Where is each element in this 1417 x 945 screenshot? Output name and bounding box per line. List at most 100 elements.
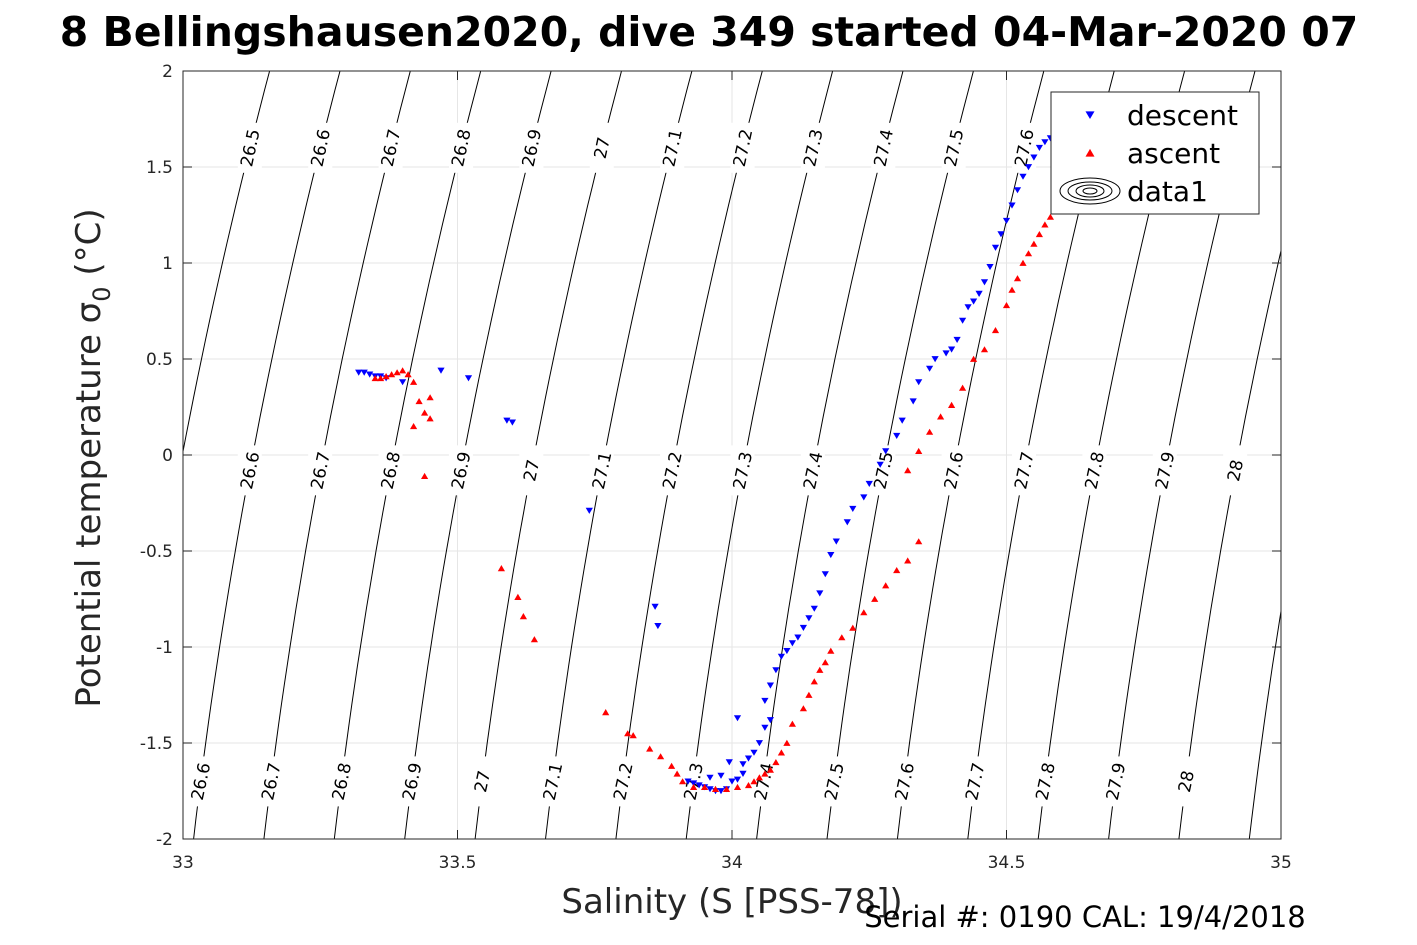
- y-tick-label: -2: [156, 830, 173, 850]
- y-tick-label: -1: [156, 638, 173, 658]
- ascent-point: [382, 373, 390, 380]
- ascent-point: [755, 774, 763, 781]
- legend-label: ascent: [1127, 137, 1220, 170]
- ascent-point: [1035, 231, 1043, 238]
- x-tick-label: 33: [172, 853, 194, 873]
- isopycnal-label-bg: [589, 122, 614, 173]
- descent-point: [915, 379, 923, 386]
- descent-point: [1041, 139, 1049, 146]
- isopycnal-line: [183, 71, 271, 455]
- ascent-point: [821, 659, 829, 666]
- ascent-point: [937, 413, 945, 420]
- descent-point: [980, 279, 989, 286]
- ascent-point: [744, 782, 753, 789]
- descent-point: [733, 776, 742, 783]
- descent-point: [788, 640, 796, 647]
- isopycnal-label-bg: [1152, 445, 1177, 496]
- descent-point: [508, 419, 516, 426]
- x-tick-label: 34: [721, 853, 743, 873]
- descent-point: [690, 780, 698, 787]
- isopycnal-label-bg: [378, 445, 403, 496]
- descent-point: [728, 778, 736, 785]
- isopycnal-label-bg: [1082, 445, 1107, 496]
- ascent-point: [530, 636, 538, 643]
- footer-note: Serial #: 0190 CAL: 19/4/2018: [864, 900, 1306, 934]
- descent-point: [1002, 217, 1011, 224]
- legend-contour-icon: [1075, 184, 1105, 198]
- isopycnal-contours: 26.5 26.6 26.7 26.8 26.9 27 27.1 27.2 27.3 27.4 27…: [183, 71, 1281, 839]
- isopycnal-label-bg: [519, 122, 544, 173]
- ascent-point: [711, 785, 720, 792]
- x-axis-ticks: 33 33.5 34 34.5 35: [172, 71, 1292, 873]
- descent-point: [931, 356, 939, 363]
- isopycnal-label: 28: [1175, 769, 1199, 794]
- ascent-point: [893, 567, 901, 574]
- y-tick-label: 0: [162, 446, 173, 466]
- descent-point: [970, 298, 978, 305]
- descent-point: [810, 605, 818, 612]
- isopycnal-label-bg: [1033, 756, 1058, 807]
- isopycnal-label-bg: [329, 756, 354, 807]
- isopycnal-label-bg: [610, 756, 635, 807]
- ascent-point: [421, 409, 429, 416]
- isopycnal-label-bg: [399, 756, 424, 807]
- isopycnal-label-bg: [449, 122, 474, 173]
- descent-point: [799, 624, 807, 631]
- ascent-point: [497, 565, 505, 572]
- ascent-point: [399, 367, 407, 374]
- legend-descent-marker: [1085, 111, 1095, 119]
- y-axis-ticks: -2 -1.5 -1 -0.5 0 0.5 1 1.5 2: [140, 62, 1281, 850]
- isopycnal-label: 27: [591, 135, 615, 160]
- descent-point: [739, 770, 747, 777]
- ascent-point: [679, 778, 687, 785]
- descent-point: [651, 603, 659, 610]
- descent-point: [399, 379, 407, 386]
- descent-point: [882, 448, 890, 455]
- descent-point: [893, 432, 901, 439]
- data-points: [355, 135, 1071, 795]
- ascent-point: [410, 423, 418, 430]
- descent-point: [766, 682, 774, 689]
- ascent-point: [624, 730, 632, 737]
- descent-point: [355, 369, 363, 376]
- descent-point: [761, 697, 769, 704]
- ascent-point: [701, 783, 709, 790]
- ascent-point: [393, 369, 401, 376]
- descent-point: [744, 755, 753, 762]
- descent-point: [739, 761, 747, 768]
- ascent-point: [948, 401, 956, 408]
- descent-point: [717, 772, 725, 779]
- y-axis-label: Potential temperature σ0 (°C): [69, 208, 116, 707]
- descent-point: [805, 615, 813, 622]
- descent-point: [959, 317, 967, 324]
- ascent-point: [777, 749, 785, 756]
- isopycnal-label-bg: [470, 756, 495, 807]
- isopycnal-label-bg: [941, 445, 966, 496]
- isopycnal-label-bg: [1012, 445, 1037, 496]
- descent-point: [1030, 154, 1038, 161]
- ascent-point: [426, 415, 434, 422]
- ascent-point: [1002, 302, 1011, 309]
- descent-point: [360, 369, 368, 376]
- ascent-point: [1046, 213, 1054, 220]
- ascent-point: [1041, 221, 1049, 228]
- descent-point: [503, 417, 511, 424]
- isopycnal-line: [1248, 607, 1281, 839]
- ascent-point: [1008, 286, 1016, 293]
- descent-point: [725, 759, 733, 766]
- ascent-point: [915, 447, 923, 454]
- descent-point: [909, 398, 917, 405]
- ascent-point: [810, 678, 818, 685]
- descent-point: [964, 304, 972, 311]
- isopycnal-label-bg: [730, 445, 755, 496]
- isopycnal-label-bg: [941, 122, 966, 173]
- ascent-point: [783, 739, 791, 746]
- ascent-point: [871, 595, 879, 602]
- ascent-point: [415, 398, 423, 405]
- legend-contour-icon: [1082, 187, 1098, 195]
- ascent-point: [657, 753, 665, 760]
- x-tick-label: 33.5: [439, 853, 477, 873]
- descent-point: [865, 480, 873, 487]
- isopycnal-label-bg: [188, 756, 213, 807]
- descent-point: [777, 653, 785, 660]
